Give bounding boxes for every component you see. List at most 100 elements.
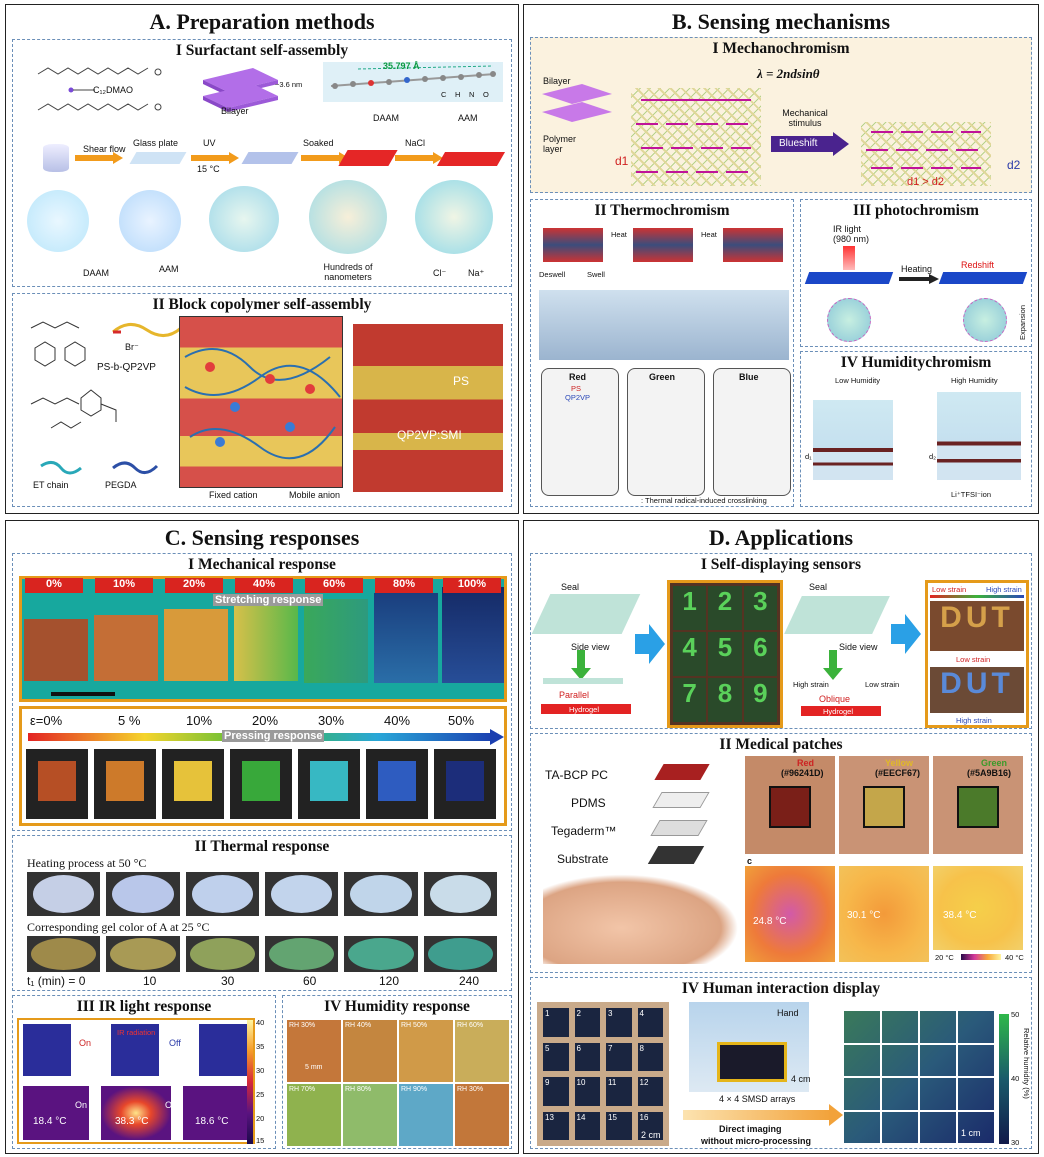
rh-tick-30: 30: [1011, 1138, 1020, 1147]
panel-b-section-1: I Mechanochromism λ = 2ndsinθ Bilayer Po…: [530, 37, 1032, 193]
press-photo-2: [162, 749, 224, 819]
rh-axis-label: Relative humidity (%): [1022, 1028, 1031, 1099]
thermal-colorbar: [961, 954, 1001, 960]
high-strain-b: High strain: [956, 716, 992, 725]
bilayer-label: Bilayer: [221, 106, 249, 116]
panel-c-section-1: I Mechanical response 0% 10% 20% 40% 60%…: [12, 553, 512, 831]
ir-beam: [843, 246, 855, 270]
seal-label-2: Seal: [809, 582, 828, 592]
heat-photo-5: [423, 872, 497, 916]
uv-plate: [241, 152, 299, 164]
heating-label: Heating: [901, 264, 933, 274]
ir-photo-0: [23, 1024, 71, 1076]
dut-photo-2: DUT: [930, 667, 1024, 713]
sensor-cell-3: 3: [606, 1008, 632, 1037]
digit-cell-5: 5: [708, 632, 742, 676]
patch-color-red: Red: [797, 758, 815, 768]
panel-d-section-3: IV Human interaction display 1 2 3 4 5 6…: [530, 977, 1032, 1149]
rh-colorbar: [999, 1014, 1009, 1144]
ir-on-1: On: [79, 1038, 92, 1048]
epsilon-6: 50%: [448, 713, 475, 728]
epsilon-5: 40%: [384, 713, 411, 728]
green-label: Green: [649, 372, 676, 382]
panel-c-section-1-title: I Mechanical response: [188, 556, 336, 573]
layer-label-0: TA-BCP PC: [545, 768, 608, 782]
gel-photo-row: [27, 936, 497, 972]
sensor-cell-11: 11: [606, 1077, 632, 1106]
layer-label-1: PDMS: [571, 796, 606, 810]
deswell-label: Deswell: [539, 270, 566, 279]
panel-c: C. Sensing responses I Mechanical respon…: [5, 520, 519, 1154]
thermo-block-2: [633, 228, 693, 262]
step-soaked: Soaked: [303, 138, 334, 148]
blue-arrow-2: [891, 614, 921, 654]
ps-label: PS: [571, 384, 582, 393]
sensor-cell-12: 12: [637, 1077, 663, 1106]
time-label-3: 60: [303, 974, 317, 988]
thermo-block-3: [723, 228, 783, 262]
sensor-cell-2: 2: [574, 1008, 600, 1037]
polymer-network-1: [631, 88, 761, 186]
arrow-4: [395, 152, 443, 164]
patch-hex-red: (#96241D): [781, 768, 824, 778]
digit-grid: 1 2 3 4 5 6 7 8 9: [667, 580, 783, 728]
stretch-photo-0: [24, 619, 88, 681]
press-photo-6: [434, 749, 496, 819]
sensor-cell-4: 4: [637, 1008, 663, 1037]
hydrogel-bar-2: [801, 706, 881, 716]
thermal-temp-0: 24.8 °C: [753, 916, 787, 927]
panel-b-section-1-title: I Mechanochromism: [712, 40, 850, 57]
patch-hex-green: (#5A9B16): [967, 768, 1012, 778]
ir-scale-3: 25: [256, 1090, 265, 1099]
thermal-photo-1: [101, 1086, 171, 1140]
seal-label-1: Seal: [561, 582, 580, 592]
daam-label: DAAM: [373, 113, 400, 123]
hydrogel-bar-1: [541, 704, 631, 714]
arrow-1: [75, 152, 123, 164]
rh-tick-40: 40: [1011, 1074, 1020, 1083]
strain-tag-0: 0%: [25, 578, 83, 593]
thermal-temp-2: 38.4 °C: [943, 910, 977, 921]
thermal-patch-2: [933, 866, 1023, 950]
time-label-2: 30: [221, 974, 235, 988]
gel-photo-5: [423, 936, 497, 972]
press-photo-4: [298, 749, 360, 819]
panel-d-section-2-title: II Medical patches: [719, 736, 843, 753]
ir-slab-2: [938, 272, 1028, 284]
time-label-0: t₁ (min) = 0: [27, 974, 86, 988]
na-label: Na⁺: [468, 268, 485, 278]
lamella-4: [309, 180, 387, 254]
layer-red: [654, 764, 710, 780]
layer-label-2: Tegaderm™: [551, 824, 617, 838]
panel-d: D. Applications I Self-displaying sensor…: [523, 520, 1039, 1154]
device-grid: [717, 1042, 787, 1082]
cm1-label: 1 cm: [961, 1128, 981, 1138]
crosslinking-footnote: : Thermal radical-induced crosslinking: [641, 496, 767, 505]
panel-c-section-2-title: II Thermal response: [194, 838, 330, 855]
hydrogel-label-2: Hydrogel: [823, 707, 854, 716]
pressing-label: Pressing response: [222, 730, 325, 742]
lamella-5: [415, 180, 493, 254]
heating-arrow: [899, 274, 939, 284]
humidity-ion-label: Li⁺TFSI⁻ion: [951, 490, 992, 499]
patch-photo-green: [933, 756, 1023, 854]
temp-1: 38.3 °C: [115, 1116, 149, 1127]
sensor-cell-5: 5: [543, 1042, 569, 1071]
heat-photo-4: [344, 872, 418, 916]
arrow-3: [301, 152, 349, 164]
cm4-label: 4 cm: [791, 1074, 811, 1084]
strain-tag-4: 60%: [305, 578, 363, 593]
legend-h: H: [455, 90, 461, 99]
high-humidity-label: High Humidity: [951, 376, 998, 385]
patch-color-yellow: Yellow: [885, 758, 914, 768]
legend-n: N: [469, 90, 475, 99]
patch-photo-red: [745, 756, 835, 854]
digit-cell-6: 6: [743, 632, 777, 676]
panel-d-section-1: I Self-displaying sensors Seal Side view…: [530, 553, 1032, 729]
ir-scale-1: 35: [256, 1042, 265, 1051]
rh-cell-1: RH 40%: [343, 1020, 397, 1082]
mech-stimulus-label: Mechanical stimulus: [782, 108, 828, 128]
ir-box: On Off On Off IR radiation 18.4 °C 38.3 …: [17, 1018, 255, 1144]
panel-a: A. Preparation methods I Surfactant self…: [5, 4, 519, 514]
br-label: Br⁻: [125, 342, 139, 352]
